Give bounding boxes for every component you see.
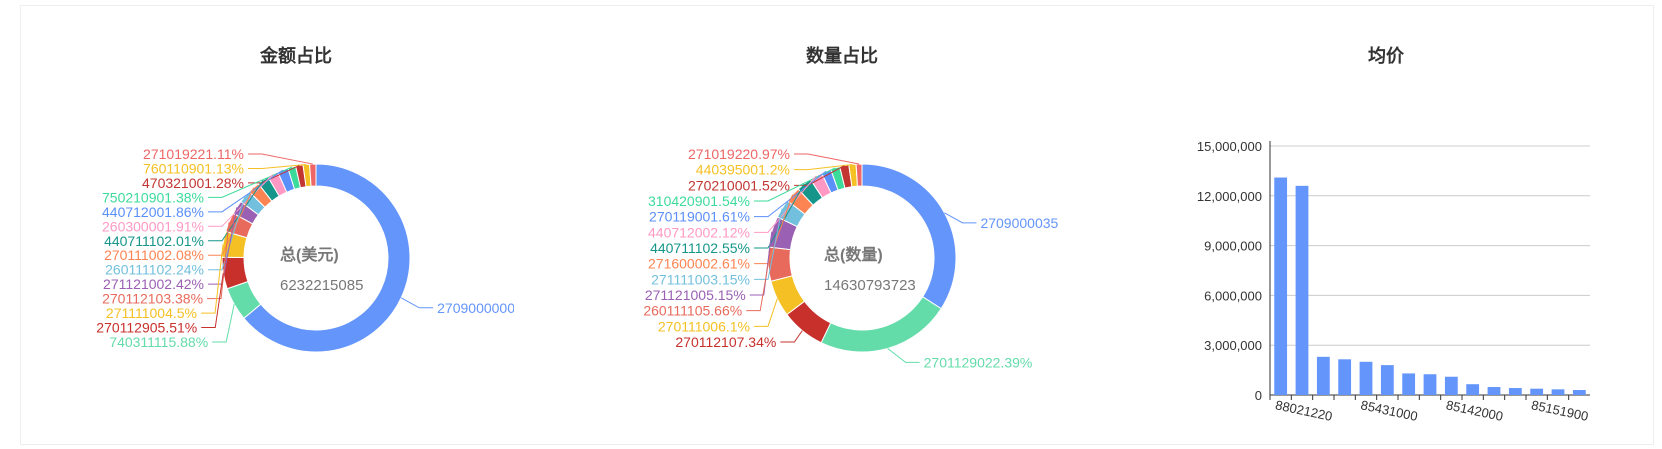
- quantity-center-title: 总(数量): [824, 245, 883, 264]
- slice-label: 260300001.91%: [102, 218, 204, 234]
- slice-label: 270112905.51%: [96, 320, 197, 336]
- slice-label: 440711102.55%: [650, 240, 750, 256]
- y-tick-label: 0: [1255, 388, 1262, 403]
- label-leader-line: [201, 244, 224, 314]
- label-leader-line: [794, 153, 860, 165]
- label-leader-line: [207, 222, 230, 300]
- slice-label: 271019220.97%: [688, 146, 790, 162]
- avg-price-bar-chart: 0 3,000,000 6,000,000 9,000,000 12,000,000 15…: [1197, 139, 1590, 424]
- slice-label: 270119001.61%: [649, 209, 750, 225]
- label-leader-line: [212, 304, 235, 343]
- label-leader-line: [400, 297, 434, 309]
- slice-label: 270111002.08%: [104, 247, 204, 263]
- label-leader-line: [208, 169, 284, 213]
- slice-label: 271019221.11%: [143, 146, 244, 162]
- slice-label: 2701129022.39%: [924, 354, 1033, 370]
- slice-label: 440712002.12%: [648, 224, 750, 240]
- label-leader-line: [754, 167, 836, 202]
- bar[interactable]: [1380, 365, 1394, 395]
- amount-share-title: 金额占比: [259, 45, 332, 66]
- label-leader-line: [754, 208, 783, 280]
- label-leader-line: [749, 231, 773, 296]
- label-leader-line: [754, 175, 817, 233]
- slice-label: 310420901.54%: [648, 193, 750, 209]
- slice-label: 270112107.34%: [675, 334, 776, 350]
- slice-label: 270111006.1%: [658, 318, 750, 334]
- quantity-share-donut: 271019220.97%440395001.2%270210001.52%31…: [643, 146, 1058, 370]
- label-leader-line: [201, 273, 224, 329]
- slice-label: 271111003.15%: [651, 271, 750, 287]
- label-leader-line: [780, 330, 803, 343]
- bar[interactable]: [1487, 387, 1501, 395]
- slice-label: 270112103.38%: [102, 291, 203, 307]
- label-leader-line: [944, 212, 977, 224]
- bar[interactable]: [1274, 177, 1288, 395]
- y-tick-label: 9,000,000: [1204, 239, 1262, 254]
- label-leader-line: [208, 180, 264, 242]
- bar[interactable]: [1444, 376, 1458, 395]
- label-leader-line: [208, 196, 246, 271]
- label-leader-line: [887, 348, 920, 363]
- slice-label: 470321001.28%: [142, 175, 244, 191]
- slice-label: 271121005.15%: [645, 287, 746, 303]
- bar[interactable]: [1551, 389, 1565, 395]
- bar[interactable]: [1572, 390, 1586, 395]
- bar[interactable]: [1338, 359, 1352, 395]
- x-tick-label: 85151900: [1530, 397, 1590, 424]
- slice-label: 271121002.42%: [103, 276, 204, 292]
- slice-label: 750210901.38%: [102, 189, 204, 205]
- bar[interactable]: [1508, 388, 1522, 395]
- donut-slice[interactable]: [820, 296, 942, 353]
- slice-label: 260111105.66%: [643, 303, 742, 319]
- bar[interactable]: [1530, 388, 1544, 395]
- slice-label: 440711102.01%: [104, 233, 204, 249]
- slice-label: 2709000035: [980, 215, 1058, 231]
- x-tick-label: 88021220: [1274, 397, 1334, 424]
- bar[interactable]: [1359, 361, 1373, 395]
- slice-label: 440395001.2%: [696, 162, 790, 178]
- label-leader-line: [794, 163, 853, 171]
- y-tick-label: 15,000,000: [1197, 139, 1262, 154]
- y-tick-label: 6,000,000: [1204, 288, 1262, 303]
- bar[interactable]: [1423, 374, 1437, 395]
- x-tick-label: 85142000: [1445, 397, 1505, 424]
- bar[interactable]: [1402, 373, 1416, 395]
- label-leader-line: [248, 153, 313, 165]
- y-tick-label: 12,000,000: [1197, 189, 1262, 204]
- label-leader-line: [754, 183, 805, 249]
- slice-label: 271111004.5%: [106, 305, 197, 321]
- label-leader-line: [746, 264, 769, 312]
- slice-label: 760110901.13%: [143, 160, 244, 176]
- x-tick-label: 85431000: [1359, 397, 1419, 424]
- label-leader-line: [208, 166, 293, 198]
- label-leader-line: [248, 165, 300, 184]
- quantity-share-title: 数量占比: [806, 45, 878, 66]
- label-leader-line: [754, 298, 778, 327]
- slice-label: 2709000000: [437, 300, 515, 316]
- bar[interactable]: [1316, 356, 1330, 395]
- slice-label: 740311115.88%: [109, 334, 208, 350]
- y-tick-label: 3,000,000: [1204, 338, 1262, 353]
- donut-slice[interactable]: [243, 163, 411, 353]
- donut-slice[interactable]: [309, 163, 317, 187]
- avg-price-title: 均价: [1368, 45, 1405, 66]
- slice-label: 271600002.61%: [648, 256, 750, 272]
- amount-center-value: 6232215085: [280, 277, 363, 294]
- slice-label: 440712001.86%: [102, 204, 204, 220]
- bar[interactable]: [1466, 384, 1480, 395]
- amount-center-title: 总(美元): [280, 245, 339, 264]
- label-leader-line: [248, 164, 307, 169]
- amount-share-donut: 271019221.11%760110901.13%470321001.28%7…: [96, 146, 515, 353]
- slice-label: 260111102.24%: [105, 262, 204, 278]
- quantity-center-value: 14630793723: [824, 277, 916, 294]
- slice-label: 270210001.52%: [688, 177, 790, 193]
- bar[interactable]: [1295, 185, 1309, 395]
- donut-slice[interactable]: [855, 163, 863, 187]
